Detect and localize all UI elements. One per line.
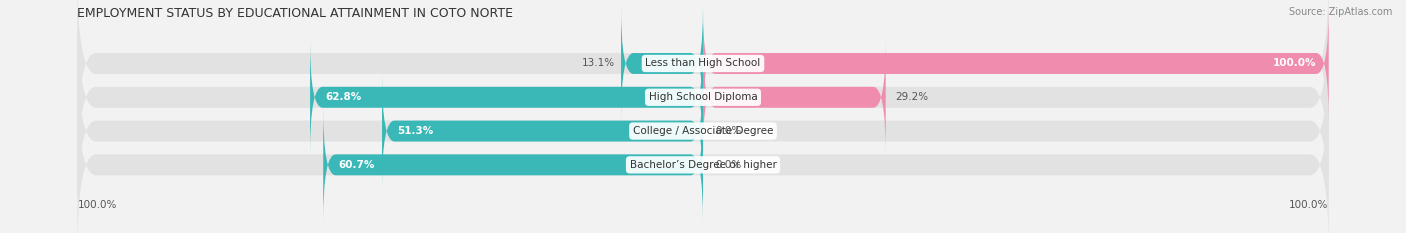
Text: 100.0%: 100.0% (1289, 200, 1329, 210)
FancyBboxPatch shape (382, 74, 703, 188)
FancyBboxPatch shape (311, 40, 703, 154)
Text: 29.2%: 29.2% (896, 92, 928, 102)
FancyBboxPatch shape (323, 108, 703, 222)
Text: 0.0%: 0.0% (716, 126, 742, 136)
FancyBboxPatch shape (621, 6, 703, 121)
Text: 13.1%: 13.1% (582, 58, 614, 69)
Text: 100.0%: 100.0% (1272, 58, 1316, 69)
Text: 100.0%: 100.0% (77, 200, 117, 210)
FancyBboxPatch shape (77, 74, 1329, 233)
Text: 0.0%: 0.0% (716, 160, 742, 170)
Text: Less than High School: Less than High School (645, 58, 761, 69)
FancyBboxPatch shape (77, 40, 1329, 222)
Text: High School Diploma: High School Diploma (648, 92, 758, 102)
FancyBboxPatch shape (703, 6, 1329, 121)
Text: College / Associate Degree: College / Associate Degree (633, 126, 773, 136)
FancyBboxPatch shape (77, 6, 1329, 188)
Text: 51.3%: 51.3% (398, 126, 434, 136)
Text: Bachelor’s Degree or higher: Bachelor’s Degree or higher (630, 160, 776, 170)
Text: 60.7%: 60.7% (339, 160, 375, 170)
FancyBboxPatch shape (703, 40, 886, 154)
Text: EMPLOYMENT STATUS BY EDUCATIONAL ATTAINMENT IN COTO NORTE: EMPLOYMENT STATUS BY EDUCATIONAL ATTAINM… (77, 7, 513, 20)
Text: Source: ZipAtlas.com: Source: ZipAtlas.com (1288, 7, 1392, 17)
FancyBboxPatch shape (77, 0, 1329, 154)
Text: 62.8%: 62.8% (326, 92, 361, 102)
